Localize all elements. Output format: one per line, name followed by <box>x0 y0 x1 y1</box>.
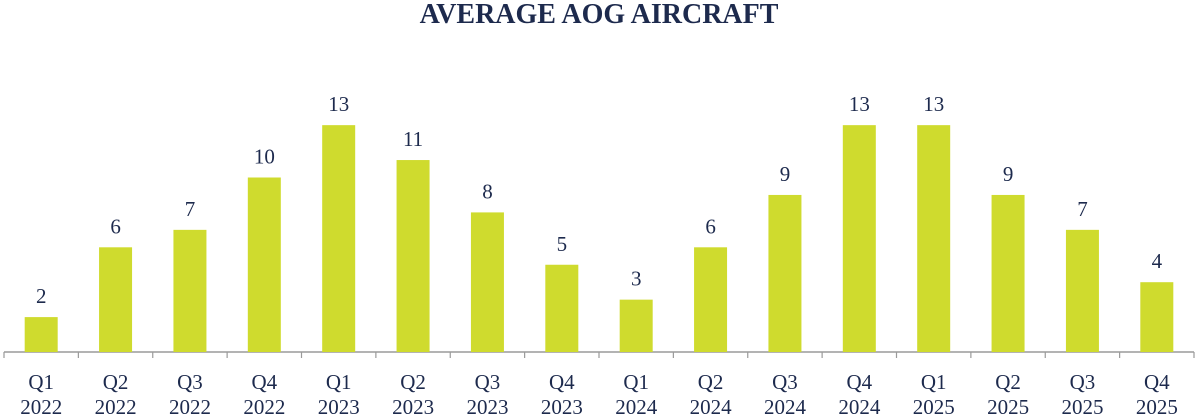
data-label: 2 <box>36 284 47 308</box>
bar <box>545 264 579 352</box>
x-tick-label-quarter: Q2 <box>698 370 724 394</box>
data-label: 7 <box>185 197 196 221</box>
x-tick-label-quarter: Q2 <box>400 370 426 394</box>
x-tick-label-year: 2024 <box>690 395 733 418</box>
bar <box>322 125 356 353</box>
bar <box>842 125 876 353</box>
x-tick-label-year: 2023 <box>541 395 583 418</box>
x-tick-label-quarter: Q3 <box>475 370 501 394</box>
bar <box>24 317 58 352</box>
x-tick-label-year: 2025 <box>1136 395 1178 418</box>
bar <box>1065 229 1099 352</box>
x-tick-label-year: 2025 <box>987 395 1029 418</box>
chart-title: AVERAGE AOG AIRCRAFT <box>419 0 779 30</box>
x-tick-label-quarter: Q1 <box>326 370 352 394</box>
x-tick-label-year: 2025 <box>1061 395 1103 418</box>
x-tick-label-quarter: Q1 <box>28 370 54 394</box>
data-label: 5 <box>557 232 568 256</box>
bar <box>470 212 504 352</box>
data-label: 9 <box>1003 162 1014 186</box>
x-tick-label-quarter: Q1 <box>623 370 649 394</box>
data-label: 13 <box>328 92 349 116</box>
x-tick-label-year: 2024 <box>764 395 807 418</box>
x-tick-label-quarter: Q3 <box>177 370 203 394</box>
x-tick-label-year: 2022 <box>95 395 137 418</box>
bar <box>173 229 207 352</box>
x-tick-label-year: 2022 <box>20 395 62 418</box>
x-tick-label-year: 2023 <box>466 395 508 418</box>
data-label: 6 <box>705 214 716 238</box>
data-label: 7 <box>1077 197 1088 221</box>
bar <box>396 160 430 352</box>
x-tick-label-year: 2023 <box>392 395 434 418</box>
x-tick-label-quarter: Q4 <box>251 370 277 394</box>
bar <box>619 299 653 352</box>
x-tick-label-year: 2024 <box>838 395 881 418</box>
data-label: 8 <box>482 179 493 203</box>
data-label: 13 <box>923 92 944 116</box>
x-tick-label-quarter: Q4 <box>549 370 575 394</box>
data-label: 11 <box>403 127 423 151</box>
bar <box>247 177 281 352</box>
x-tick-label-year: 2022 <box>169 395 211 418</box>
x-tick-label-quarter: Q3 <box>772 370 798 394</box>
x-tick-label-year: 2023 <box>318 395 360 418</box>
data-label: 6 <box>110 214 121 238</box>
bar <box>694 247 728 352</box>
x-tick-label-quarter: Q2 <box>995 370 1021 394</box>
x-tick-label-quarter: Q3 <box>1070 370 1096 394</box>
x-tick-label-year: 2025 <box>913 395 955 418</box>
bar <box>1140 282 1174 352</box>
data-label: 3 <box>631 267 642 291</box>
data-label: 4 <box>1152 249 1163 273</box>
bar <box>99 247 133 352</box>
x-tick-label-year: 2024 <box>615 395 658 418</box>
x-tick-label-quarter: Q2 <box>103 370 129 394</box>
x-tick-label-quarter: Q4 <box>846 370 872 394</box>
bar <box>768 194 802 352</box>
bar <box>917 125 951 353</box>
x-tick-label-year: 2022 <box>243 395 285 418</box>
data-label: 13 <box>849 92 870 116</box>
x-tick-label-quarter: Q1 <box>921 370 947 394</box>
data-label: 9 <box>780 162 791 186</box>
bar <box>991 194 1025 352</box>
data-label: 10 <box>254 145 275 169</box>
x-tick-label-quarter: Q4 <box>1144 370 1170 394</box>
